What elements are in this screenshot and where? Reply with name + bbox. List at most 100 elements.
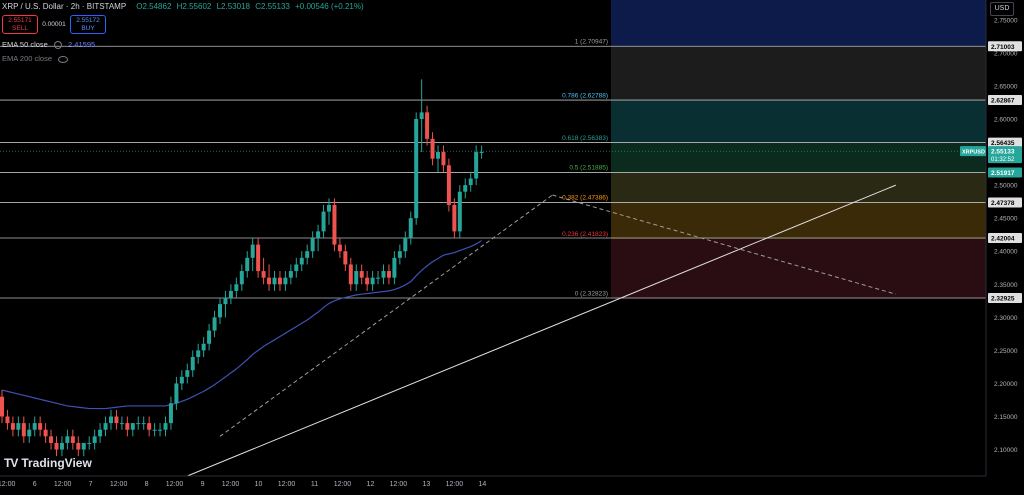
- candle-body: [38, 423, 43, 430]
- fib-level-label: 1 (2.70947): [575, 39, 608, 46]
- candle-body: [87, 442, 92, 444]
- ema50-value: 2.41595: [68, 40, 96, 49]
- candle-body: [283, 277, 288, 285]
- candle-body: [381, 271, 386, 278]
- ema200-label: EMA 200 close: [2, 54, 53, 63]
- sell-label: SELL: [12, 25, 28, 32]
- fib-zone: [611, 172, 986, 203]
- candle-body: [463, 185, 468, 192]
- y-tick-label: 2.70000: [994, 50, 1018, 57]
- candle-body: [446, 165, 451, 205]
- candle-body: [163, 423, 168, 430]
- x-tick-label: 7: [89, 481, 93, 488]
- y-tick-label: 2.15000: [994, 414, 1018, 421]
- x-tick-label: 9: [201, 481, 205, 488]
- ema200-legend[interactable]: EMA 200 close: [2, 54, 69, 63]
- candle-body: [196, 350, 201, 357]
- candle-body: [256, 244, 261, 272]
- candle-body: [392, 257, 397, 278]
- fib-level-label: 0.618 (2.56383): [562, 135, 608, 142]
- candle-body: [174, 383, 179, 404]
- candle-body: [365, 277, 370, 285]
- buy-price: 2.55172: [76, 17, 100, 24]
- candle-body: [479, 152, 484, 154]
- candle-body: [76, 442, 81, 450]
- x-tick-label: 12:00: [110, 481, 128, 488]
- candle-body: [452, 204, 457, 232]
- candle-body: [354, 271, 359, 285]
- fib-zone-top: [611, 0, 986, 47]
- y-tick-label: 2.35000: [994, 282, 1018, 289]
- y-tick-label: 2.50000: [994, 183, 1018, 190]
- candle-body: [168, 403, 173, 424]
- fib-zone: [611, 239, 986, 299]
- level-price-label: 2.42004: [991, 235, 1015, 242]
- currency-selector[interactable]: USD: [990, 2, 1014, 16]
- candle-body: [348, 264, 353, 285]
- candle-body: [119, 423, 124, 425]
- candle-body: [250, 244, 255, 258]
- candle-body: [27, 429, 32, 437]
- candle-body: [103, 423, 108, 430]
- candle-body: [261, 271, 266, 278]
- dashed-trendline: [219, 194, 553, 437]
- candle-body: [272, 277, 277, 285]
- candle-body: [277, 277, 282, 285]
- x-tick-label: 12:00: [334, 481, 352, 488]
- symbol-tag: [960, 146, 986, 157]
- candle-body: [294, 264, 299, 272]
- fib-zone: [611, 142, 986, 173]
- eye-off-icon[interactable]: [58, 55, 69, 63]
- candle-body: [212, 317, 217, 331]
- ema50-legend[interactable]: EMA 50 close 2.41595: [2, 40, 96, 50]
- buy-button[interactable]: 2.55172 BUY: [70, 15, 106, 34]
- candle-body: [223, 297, 228, 305]
- settings-icon[interactable]: [53, 41, 62, 50]
- x-tick-label: 12:00: [166, 481, 184, 488]
- price-axis: [986, 0, 1024, 490]
- candle-body: [0, 396, 4, 417]
- candle-body: [425, 112, 430, 139]
- change-value: +0.00546 (+0.21%): [295, 2, 364, 11]
- candle-body: [239, 271, 244, 285]
- candle-body: [376, 277, 381, 279]
- candle-body: [218, 304, 222, 318]
- candle-body: [59, 442, 64, 450]
- fib-zone: [611, 202, 986, 240]
- candle-body: [179, 376, 184, 384]
- fib-zone: [611, 100, 986, 143]
- candle-body: [201, 343, 206, 351]
- candle-body: [267, 277, 272, 285]
- candle-body: [141, 423, 146, 425]
- close-value: C2.55133: [255, 2, 290, 11]
- candle-body: [98, 429, 103, 437]
- x-tick-label: 13: [423, 481, 431, 488]
- sell-button[interactable]: 2.55171 SELL: [2, 15, 38, 34]
- level-price-tag: [988, 292, 1022, 303]
- candle-body: [152, 429, 157, 431]
- symbol-title[interactable]: XRP / U.S. Dollar · 2h · BITSTAMP: [2, 2, 127, 11]
- fib-level-label: 0.382 (2.47386): [562, 194, 608, 201]
- countdown-label: 01:32:52: [991, 157, 1015, 163]
- buy-label: BUY: [81, 25, 95, 32]
- ohlc-readout: O2.54862 H2.55602 L2.53018 C2.55133 +0.0…: [136, 2, 366, 11]
- last-price-label: 2.55133: [991, 149, 1015, 156]
- x-tick-label: 11: [311, 481, 318, 488]
- candle-body: [92, 436, 97, 443]
- tradingview-logo[interactable]: TV TradingView: [4, 456, 92, 470]
- candle-body: [130, 423, 135, 430]
- candle-body: [54, 442, 59, 450]
- symbol-header: XRP / U.S. Dollar · 2h · BITSTAMP O2.548…: [2, 2, 367, 11]
- candle-body: [65, 436, 70, 443]
- x-tick-label: 12:00: [0, 481, 16, 488]
- y-tick-label: 2.40000: [994, 249, 1018, 256]
- candle-body: [370, 277, 375, 285]
- candle-body: [70, 436, 75, 443]
- level-price-label: 2.71003: [991, 44, 1015, 51]
- x-tick-label: 6: [33, 481, 37, 488]
- y-tick-label: 2.25000: [994, 348, 1018, 355]
- x-tick-label: 10: [255, 481, 263, 488]
- candle-body: [190, 357, 195, 371]
